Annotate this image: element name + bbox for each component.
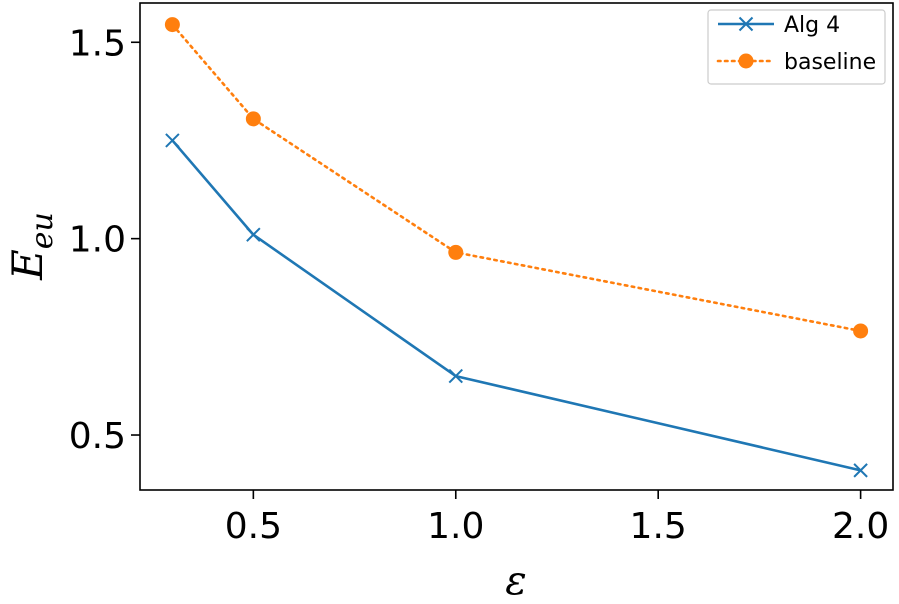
data-point [245, 111, 261, 127]
y-axis-label: Eeu [3, 212, 60, 281]
legend-marker [738, 16, 754, 32]
x-axis-label: ε [505, 558, 526, 604]
legend: Alg 4 baseline [707, 9, 886, 85]
data-point [448, 244, 464, 260]
legend-entry: baseline [716, 50, 876, 75]
legend-marker [738, 53, 754, 69]
legend-label: Alg 4 [784, 13, 840, 38]
data-point [853, 463, 868, 478]
plot-frame [139, 2, 894, 491]
data-point [165, 133, 180, 148]
x-tick-label: 1.0 [427, 506, 484, 547]
x-tick-label: 0.5 [225, 506, 282, 547]
x-axis-ticks: 0.5 1.0 1.5 2.0 [225, 490, 889, 547]
legend-entry: Alg 4 [718, 13, 840, 38]
legend-label: baseline [784, 50, 876, 75]
data-point [853, 323, 869, 339]
y-axis-label-sub: eu [25, 212, 60, 249]
series-layer [164, 17, 869, 478]
y-tick-label: 1.0 [69, 220, 126, 261]
y-tick-label: 1.5 [69, 23, 126, 64]
legend-box [707, 9, 886, 85]
legend-entries: Alg 4 baseline [716, 13, 876, 75]
data-point [164, 17, 180, 33]
series-line [171, 23, 862, 333]
y-axis-label-main: E [3, 249, 52, 281]
data-point [448, 368, 463, 384]
data-point [246, 227, 261, 242]
x-tick-label: 2.0 [832, 506, 889, 547]
y-axis-ticks: 0.5 1.0 1.5 [69, 23, 140, 457]
x-tick-label: 1.5 [630, 506, 687, 547]
y-tick-label: 0.5 [69, 416, 126, 457]
series-line [171, 139, 861, 472]
